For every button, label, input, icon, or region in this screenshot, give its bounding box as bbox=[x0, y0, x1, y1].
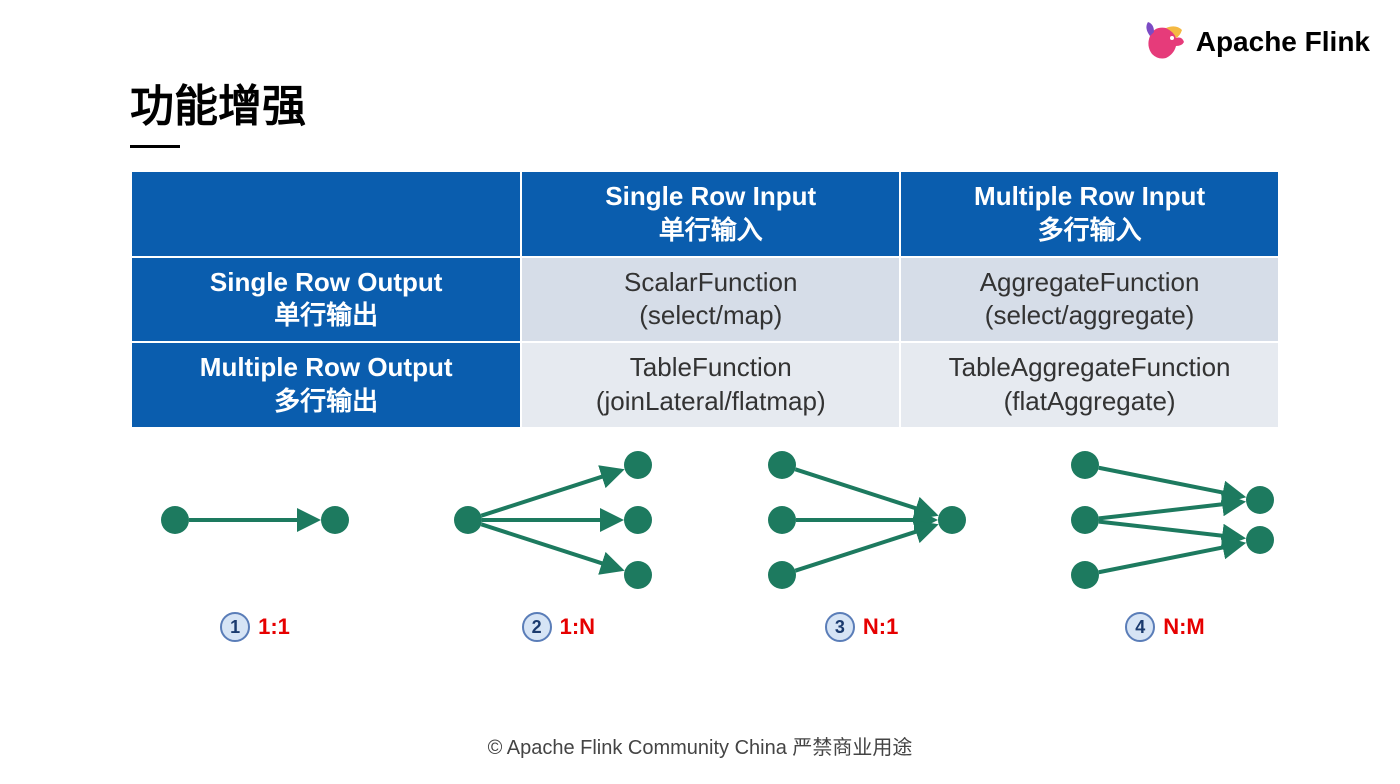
diagram-Nto1: 3 N:1 bbox=[727, 440, 997, 660]
diagram-NtoM: 4 N:M bbox=[1030, 440, 1300, 660]
diagram-1toN: 2 1:N bbox=[423, 440, 693, 660]
num-badge: 3 bbox=[825, 612, 855, 642]
title-underline bbox=[130, 145, 180, 148]
col-header-multi-input: Multiple Row Input 多行输入 bbox=[900, 171, 1279, 257]
caption: 2 1:N bbox=[522, 612, 595, 642]
col-header-single-input: Single Row Input 单行输入 bbox=[521, 171, 900, 257]
cell-line1: ScalarFunction bbox=[624, 267, 797, 297]
graph-svg bbox=[433, 440, 683, 600]
footer-text: © Apache Flink Community China 严禁商业用途 bbox=[0, 731, 1400, 760]
ratio-label: N:1 bbox=[863, 614, 898, 640]
cell-table-agg: TableAggregateFunction (flatAggregate) bbox=[900, 342, 1279, 428]
col-header-line1: Multiple Row Input bbox=[974, 181, 1205, 211]
row-header-multi-output: Multiple Row Output 多行输出 bbox=[131, 342, 521, 428]
row-header-line2: 多行输出 bbox=[274, 386, 378, 416]
num-badge: 2 bbox=[522, 612, 552, 642]
ratio-label: 1:N bbox=[560, 614, 595, 640]
diagrams-row: 1 1:1 2 1:N 3 N:1 4 N:M bbox=[120, 440, 1300, 660]
caption: 4 N:M bbox=[1125, 612, 1205, 642]
caption: 3 N:1 bbox=[825, 612, 898, 642]
graph-svg bbox=[130, 440, 380, 600]
table-corner bbox=[131, 171, 521, 257]
slide-title: 功能增强 bbox=[130, 70, 306, 134]
cell-line1: AggregateFunction bbox=[980, 267, 1200, 297]
cell-line2: (flatAggregate) bbox=[1004, 386, 1176, 416]
cell-line2: (select/aggregate) bbox=[985, 300, 1195, 330]
cell-aggregate: AggregateFunction (select/aggregate) bbox=[900, 257, 1279, 343]
row-header-line1: Multiple Row Output bbox=[200, 352, 453, 382]
caption: 1 1:1 bbox=[220, 612, 290, 642]
ratio-label: 1:1 bbox=[258, 614, 290, 640]
graph-svg bbox=[1040, 440, 1290, 600]
cell-line1: TableAggregateFunction bbox=[949, 352, 1231, 382]
cell-line1: TableFunction bbox=[630, 352, 792, 382]
row-header-line2: 单行输出 bbox=[274, 300, 378, 330]
col-header-line2: 多行输入 bbox=[1038, 215, 1142, 245]
num-badge: 4 bbox=[1125, 612, 1155, 642]
graph-svg bbox=[737, 440, 987, 600]
num-badge: 1 bbox=[220, 612, 250, 642]
col-header-line1: Single Row Input bbox=[605, 181, 816, 211]
row-header-line1: Single Row Output bbox=[210, 267, 443, 297]
flink-squirrel-icon bbox=[1140, 18, 1188, 66]
cell-table-func: TableFunction (joinLateral/flatmap) bbox=[521, 342, 900, 428]
function-table: Single Row Input 单行输入 Multiple Row Input… bbox=[130, 170, 1280, 429]
ratio-label: N:M bbox=[1163, 614, 1205, 640]
cell-line2: (select/map) bbox=[639, 300, 782, 330]
cell-scalar: ScalarFunction (select/map) bbox=[521, 257, 900, 343]
brand-logo: Apache Flink bbox=[1140, 18, 1370, 66]
cell-line2: (joinLateral/flatmap) bbox=[596, 386, 826, 416]
row-header-single-output: Single Row Output 单行输出 bbox=[131, 257, 521, 343]
col-header-line2: 单行输入 bbox=[659, 215, 763, 245]
brand-name: Apache Flink bbox=[1196, 26, 1370, 58]
diagram-1to1: 1 1:1 bbox=[120, 440, 390, 660]
